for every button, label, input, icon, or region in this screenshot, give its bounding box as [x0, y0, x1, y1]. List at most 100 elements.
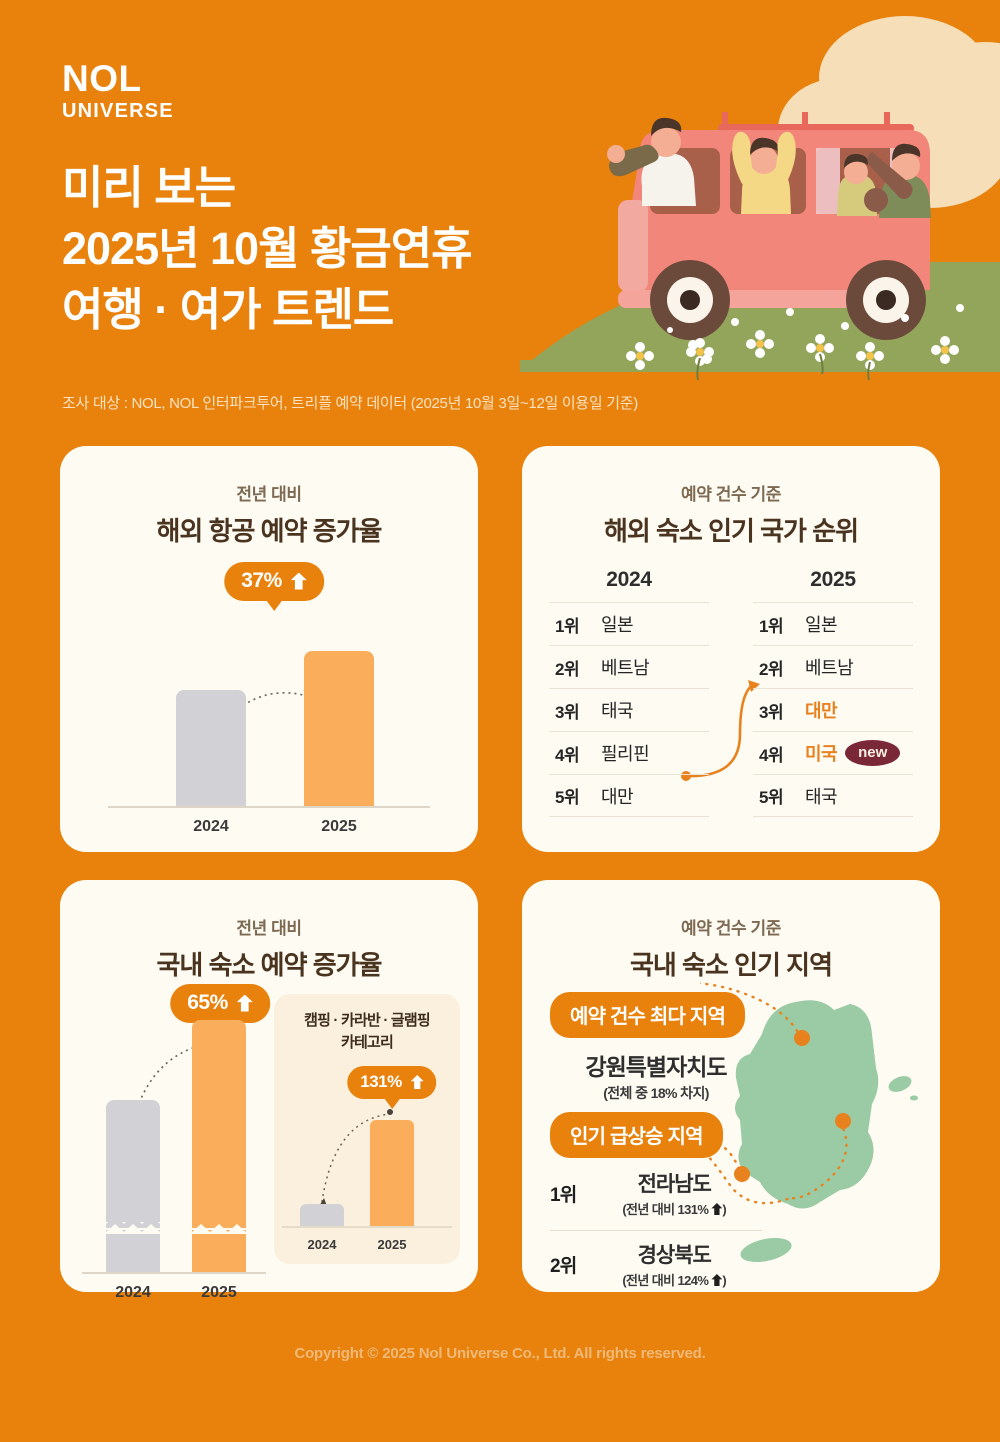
card-title: 국내 숙소 예약 증가율 [156, 950, 383, 980]
table-row: 1위 일본 [753, 602, 913, 645]
table-row: 2위 베트남 [753, 645, 913, 688]
bar-2025 [304, 651, 374, 808]
divider [550, 1230, 762, 1231]
headline-line-3: 여행 · 여가 트렌드 [62, 283, 394, 335]
inset-title-line-1: 캠핑 · 카라반 · 글램핑 [304, 1012, 431, 1029]
rank-country: 태국 [601, 701, 634, 721]
ranking-columns: 2024 1위 일본 2위 베트남 3위 태국 4위 필리핀 5위 대만 2025 1위 일… [522, 568, 940, 817]
top-region-name: 강원특별자치도 [585, 1054, 727, 1080]
table-row: 1위 일본 [549, 602, 709, 645]
growth-value: 65% [187, 991, 228, 1014]
rank-column-2024: 2024 1위 일본 2위 베트남 3위 태국 4위 필리핀 5위 대만 [549, 568, 709, 817]
rank-number: 4위 [555, 745, 580, 765]
headline-line-1: 미리 보는 [62, 162, 236, 213]
table-row: 4위 미국 new [753, 731, 913, 774]
rank-number: 2위 [550, 1255, 577, 1277]
map-connector-jeonnam [700, 1144, 792, 1205]
brand-logo: NOL UNIVERSE [62, 60, 174, 123]
rising-region-note: (전년 대비 124% ) [586, 1270, 762, 1289]
headline-line-2: 2025년 10월 황금연휴 [62, 222, 473, 274]
growth-badge: 131% [347, 1066, 437, 1099]
bar-2024 [300, 1204, 344, 1228]
card-title: 해외 숙소 인기 국가 순위 [603, 516, 859, 546]
table-row: 5위 태국 [753, 774, 913, 817]
flight-curve-arrow [206, 692, 340, 744]
rank-number: 1위 [555, 616, 580, 636]
chart-axis-line [82, 1272, 266, 1274]
map-island-jeju [740, 1237, 792, 1263]
pill-most-bookings: 예약 건수 최다 지역 [550, 992, 746, 1038]
rising-region-name: 전라남도 [637, 1173, 712, 1196]
chart-axis-line [282, 1226, 452, 1228]
axis-break-2024 [106, 1222, 160, 1234]
rank-year-2025: 2025 [810, 568, 856, 591]
bar-2024 [176, 690, 246, 808]
map-connector-gangwon [700, 982, 802, 1038]
map-dot-gyeongbuk [835, 1113, 851, 1129]
rank-number: 3위 [555, 702, 580, 722]
rank-number: 4위 [759, 745, 784, 765]
rising-note-close: ) [722, 1202, 727, 1217]
bar-2025 [370, 1120, 414, 1228]
table-row: 5위 대만 [549, 774, 709, 817]
rising-region-name: 경상북도 [637, 1244, 712, 1267]
rank-country: 필리핀 [601, 744, 650, 764]
top-region-note: (전체 중 18% 차지) [603, 1085, 709, 1101]
bar-2024-bottom [106, 1230, 160, 1274]
x-label-2024: 2024 [307, 1237, 337, 1252]
stat-card-grid: 전년 대비 해외 항공 예약 증가율 37% 2024 2025 예약 건수 기… [0, 446, 1000, 1301]
rank-column-2025: 2025 1위 일본 2위 베트남 3위 대만 4위 미국 new 5위 태국 [753, 568, 913, 817]
footer-copyright: Copyright © 2025 Nol Universe Co., Ltd. … [294, 1345, 706, 1362]
rank-number: 2위 [759, 659, 784, 679]
list-item: 2위 경상북도 (전년 대비 124% ) [550, 1239, 762, 1289]
rank-number: 3위 [759, 702, 784, 722]
card-country-ranking: 예약 건수 기준 해외 숙소 인기 국가 순위 2024 1위 일본 2위 베트남 … [522, 446, 940, 852]
inset-title-line-2: 카테고리 [340, 1033, 394, 1051]
hero-header: NOL UNIVERSE 미리 보는 2025년 10월 황금연휴 여행 · 여… [0, 0, 1000, 432]
rank-number: 1위 [550, 1184, 577, 1206]
rising-note-close: ) [722, 1273, 727, 1288]
inset-title: 캠핑 · 카라반 · 글램핑 카테고리 [274, 994, 460, 1054]
map-island-ulleung [888, 1076, 912, 1092]
card-eyebrow: 전년 대비 [236, 485, 302, 504]
logo-secondary-text: UNIVERSE [62, 100, 174, 122]
rank-country: 일본 [601, 615, 634, 635]
x-label-2025: 2025 [321, 818, 357, 835]
map-island-dokdo [910, 1095, 918, 1101]
rank-country: 베트남 [805, 658, 854, 678]
survey-scope-note: 조사 대상 : NOL, NOL 인터파크투어, 트리플 예약 데이터 (202… [62, 395, 638, 412]
arrow-up-icon [711, 1203, 723, 1215]
growth-badge: 37% [224, 562, 324, 601]
table-row: 3위 대만 [753, 688, 913, 731]
growth-value: 131% [360, 1072, 402, 1091]
rank-year-2024: 2024 [606, 568, 652, 591]
rank-country: 대만 [601, 786, 634, 807]
rank-country: 베트남 [601, 658, 650, 678]
camping-category-panel: 캠핑 · 카라반 · 글램핑 카테고리 131% [274, 994, 460, 1264]
table-row: 2위 베트남 [549, 645, 709, 688]
table-row: 4위 필리핀 [549, 731, 709, 774]
x-label-2025: 2025 [377, 1237, 407, 1252]
axis-break-2025 [192, 1224, 246, 1234]
x-label-2025: 2025 [201, 1284, 237, 1301]
chart-axis-line [108, 806, 430, 808]
growth-value: 37% [241, 569, 282, 592]
x-label-2024: 2024 [115, 1284, 151, 1301]
arrow-up-icon [410, 1075, 424, 1089]
table-row: 3위 태국 [549, 688, 709, 731]
rank-number: 2위 [555, 659, 580, 679]
domestic-growth-chart: 65% [76, 984, 272, 1301]
rank-country: 일본 [805, 615, 838, 635]
rank-country: 태국 [805, 786, 838, 807]
page-title: 미리 보는 2025년 10월 황금연휴 여행 · 여가 트렌드 [62, 158, 473, 340]
card-eyebrow: 전년 대비 [236, 919, 302, 938]
card-overseas-flight: 전년 대비 해외 항공 예약 증가율 37% 2024 2025 [60, 446, 478, 852]
bar-2025-bottom [192, 1230, 246, 1274]
rank-country-highlight: 대만 [805, 701, 838, 721]
new-badge: new [845, 740, 901, 766]
rising-note-text: (전년 대비 124% [622, 1273, 709, 1288]
camping-growth-chart: 2024 2025 [274, 1102, 460, 1252]
map-dot-gangwon [794, 1030, 810, 1046]
rank-country-highlight: 미국 [805, 744, 838, 764]
bar-2025-top [192, 1020, 246, 1228]
